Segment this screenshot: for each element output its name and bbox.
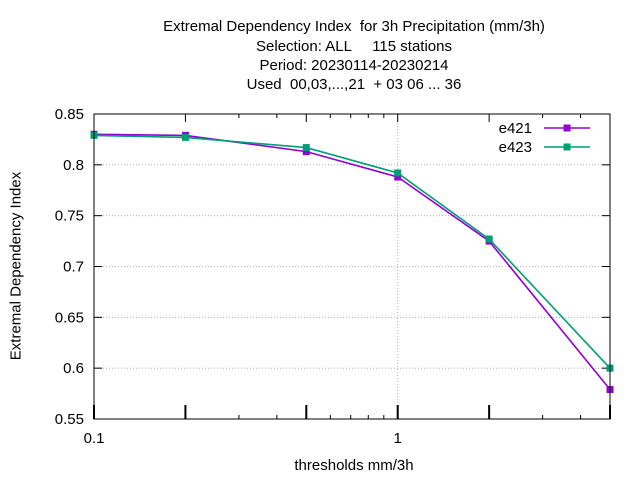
series-line-e421: [93, 133, 611, 391]
data-point-e423: [485, 235, 493, 243]
y-tick-label: 0.55: [55, 411, 84, 428]
y-tick-label: 0.85: [55, 106, 84, 123]
y-tick-label: 0.75: [55, 208, 84, 225]
data-point-e421: [302, 148, 310, 156]
plot-frame: [93, 113, 611, 420]
title-line-2: Selection: ALL 115 stations: [256, 38, 452, 55]
y-tick-label: 0.8: [63, 157, 84, 174]
legend-label-e423: e423: [499, 139, 532, 156]
legend-marker-e423: [563, 143, 571, 151]
y-tick-label: 0.6: [63, 360, 84, 377]
x-tick-label: 1: [394, 430, 402, 447]
y-axis-label: Extremal Dependency Index: [7, 171, 25, 361]
legend-label-e421: e421: [499, 120, 532, 137]
y-tick-label: 0.65: [55, 309, 84, 326]
data-point-e421: [394, 173, 402, 181]
title-line-4: Used 00,03,...,21 + 03 06 ... 36: [246, 76, 462, 93]
x-axis-label: thresholds mm/3h: [294, 457, 414, 474]
data-point-e423: [181, 133, 189, 141]
title-line-3: Period: 20230114-20230214: [259, 57, 449, 74]
y-tick-label: 0.7: [63, 259, 84, 276]
legend-marker-e421: [563, 124, 571, 132]
x-tick-label: 0.1: [84, 430, 105, 447]
data-point-e423: [394, 169, 402, 177]
title-line-1: Extremal Dependency Index for 3h Precipi…: [163, 18, 545, 35]
data-point-e423: [302, 144, 310, 152]
series-line-e423: [93, 134, 611, 369]
